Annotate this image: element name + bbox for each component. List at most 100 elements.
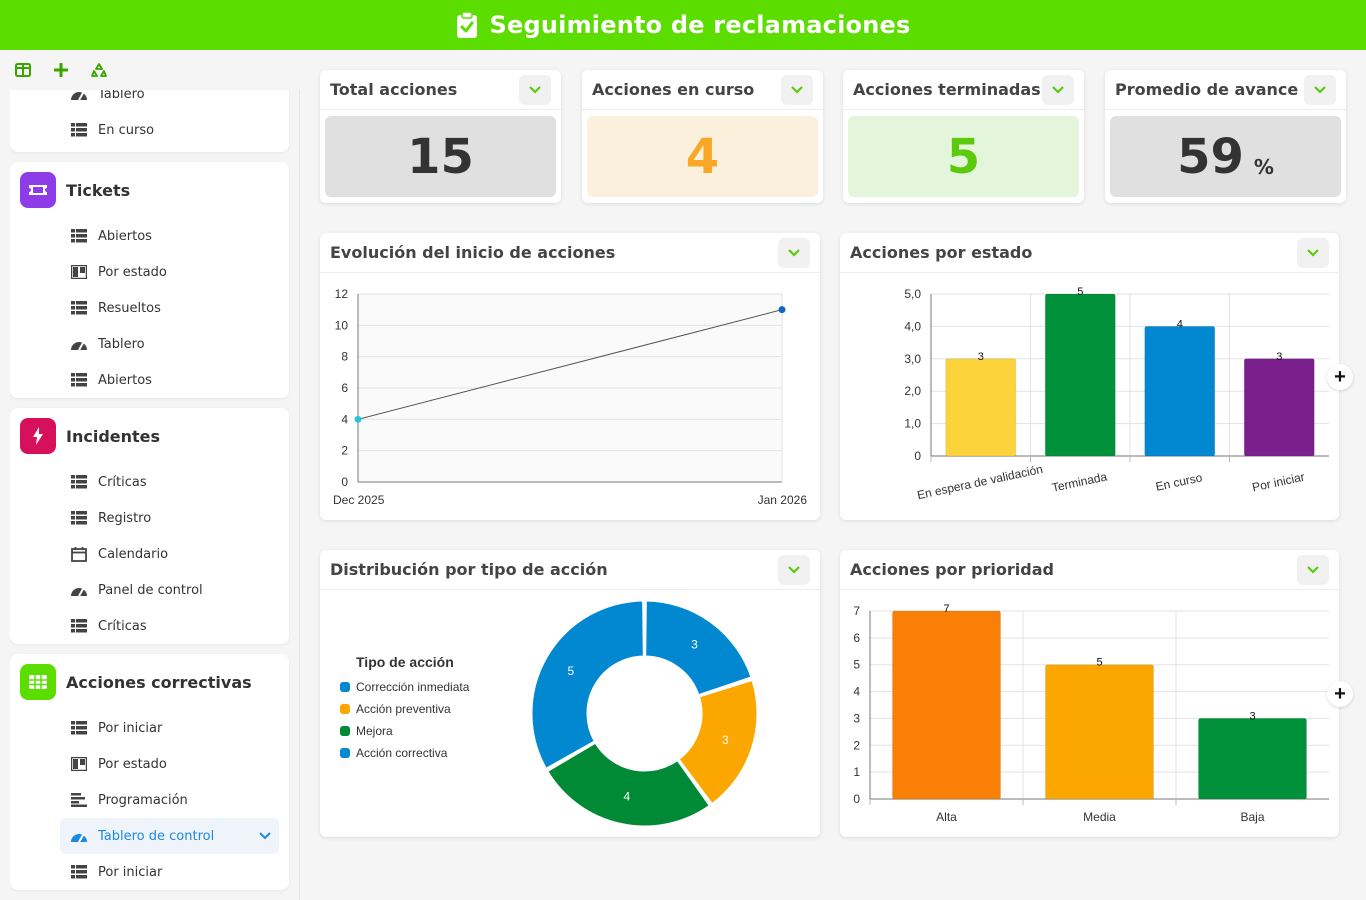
table-icon [70,617,88,635]
y-tick-label: 3 [853,711,860,725]
sidebar-group-header[interactable]: Acciones correctivas [10,654,289,710]
kanban-icon [70,755,88,773]
kpi-value-box: 5 [848,116,1079,197]
sidebar-item-en-curso[interactable]: En curso [10,112,289,148]
chevron-down-icon[interactable] [1304,74,1336,105]
chevron-down-icon[interactable] [1042,74,1074,105]
sidebar-group-header[interactable]: Incidentes [10,408,289,464]
sidebar-item-label: Registro [98,510,152,526]
sidebar-item-acciones-tablero-de-control[interactable]: Tablero de control [60,818,279,854]
sidebar-item-acciones-por-iniciar[interactable]: Por iniciar [10,710,289,746]
x-tick-label: En curso [1154,470,1204,494]
sidebar-group-incidentes: Incidentes Críticas Registro Calendario … [10,408,289,644]
bar [1198,717,1307,800]
sidebar-item-label: Críticas [98,618,147,634]
donut-slice [545,741,712,828]
data-label: 3 [978,351,984,363]
legend-item[interactable]: Corrección inmediata [340,676,469,698]
y-tick-label: 0 [914,449,921,463]
donut-slice [644,599,753,697]
data-point [778,306,786,314]
chevron-down-icon[interactable] [519,74,551,105]
sidebar-item-tickets-por-estado[interactable]: Por estado [10,254,289,290]
table-icon [70,473,88,491]
data-label: 5 [1077,286,1083,298]
sidebar-item-label: Críticas [98,474,147,490]
panel-header: Evolución del inicio de acciones [320,233,820,273]
bar [1045,664,1154,800]
chevron-down-icon[interactable] [781,74,813,105]
y-tick-label: 0 [341,475,348,489]
kpi-title: Promedio de avance [1115,80,1299,99]
sidebar-item-label: Abiertos [98,372,152,388]
legend-item[interactable]: Mejora [340,720,469,742]
legend-label: Mejora [356,724,393,738]
sidebar-item-tickets-resueltos[interactable]: Resueltos [10,290,289,326]
chevron-down-icon[interactable] [1297,554,1329,585]
legend-item[interactable]: Acción correctiva [340,742,469,764]
chevron-down-icon[interactable] [778,237,810,268]
panel-distribucion: Distribución por tipo de acción Tipo de … [320,550,820,837]
sidebar-card-previous: Tablero En curso [10,90,289,152]
legend-swatch [340,748,350,758]
line-chart: 0 2 4 6 8 10 12 Dec 2025 Jan 2026 [333,287,808,507]
sidebar-item-tablero-top[interactable]: Tablero [10,90,289,112]
sidebar-item-label: Por estado [98,264,167,280]
legend-item[interactable]: Acción preventiva [340,698,469,720]
table-icon [70,121,88,139]
sidebar-item-incidentes-panel[interactable]: Panel de control [10,572,289,608]
add-icon[interactable] [50,59,72,81]
sidebar-item-acciones-por-estado[interactable]: Por estado [10,746,289,782]
sidebar-item-tickets-tablero[interactable]: Tablero [10,326,289,362]
x-tick-label: Terminada [1051,469,1109,494]
sidebar-item-tickets-abiertos[interactable]: Abiertos [10,218,289,254]
layout-icon[interactable] [12,59,34,81]
chevron-down-icon[interactable] [778,554,810,585]
data-label: 4 [1177,318,1183,330]
add-widget-button[interactable]: + [1327,364,1353,390]
page-title: Seguimiento de reclamaciones [489,11,911,39]
y-tick-label: 2 [853,738,860,752]
sidebar-item-label: Calendario [98,546,169,562]
sidebar-item-label: Tablero [98,90,145,102]
sidebar-item-acciones-programacion[interactable]: Programación [10,782,289,818]
kpi-value-box: 15 [325,116,556,197]
y-tick-label: 2 [341,444,348,458]
gauge-icon [70,335,88,353]
sidebar-item-label: Tablero [98,336,145,352]
sidebar-group-tickets: Tickets Abiertos Por estado Resueltos Ta… [10,162,289,398]
panel-header: Distribución por tipo de acción [320,550,820,590]
chevron-down-icon[interactable] [1297,237,1329,268]
sidebar-item-tickets-abiertos-2[interactable]: Abiertos [10,362,289,398]
sidebar-group-header[interactable]: Tickets [10,162,289,218]
x-tick-label: En espera de validación [916,462,1044,502]
x-tick-label: Jan 2026 [758,493,808,507]
sidebar-item-label: Abiertos [98,228,152,244]
sidebar-item-incidentes-criticas[interactable]: Críticas [10,464,289,500]
slice-label: 3 [691,638,698,652]
sidebar-item-incidentes-registro[interactable]: Registro [10,500,289,536]
sidebar-item-incidentes-criticas-2[interactable]: Críticas [10,608,289,644]
y-tick-label: 5 [853,658,860,672]
recycle-icon[interactable] [88,59,110,81]
data-label: 3 [1249,710,1255,722]
panel-title: Acciones por prioridad [850,560,1054,579]
sidebar-group-acciones-correctivas: Acciones correctivas Por iniciar Por est… [10,654,289,890]
sidebar-item-label: Panel de control [98,582,203,598]
kpi-value-box: 4 [587,116,818,197]
donut-legend: Tipo de acción Corrección inmediata Acci… [340,654,469,764]
clipboard-check-icon [456,11,478,39]
panel-header: Acciones por prioridad [840,550,1339,590]
sidebar-item-incidentes-calendario[interactable]: Calendario [10,536,289,572]
y-tick-label: 6 [341,381,348,395]
data-label: 5 [1096,657,1102,669]
sidebar-scroll-area[interactable]: Tablero En curso Tickets Abiertos Por es [10,90,290,900]
table-icon [70,371,88,389]
sidebar-item-acciones-por-iniciar-2[interactable]: Por iniciar [10,854,289,890]
y-tick-label: 7 [853,604,860,618]
add-widget-button[interactable]: + [1327,681,1353,707]
kpi-value: 4 [685,128,720,185]
kpi-header: Total acciones [320,70,561,110]
y-tick-label: 6 [853,631,860,645]
chevron-down-icon[interactable] [259,829,271,844]
